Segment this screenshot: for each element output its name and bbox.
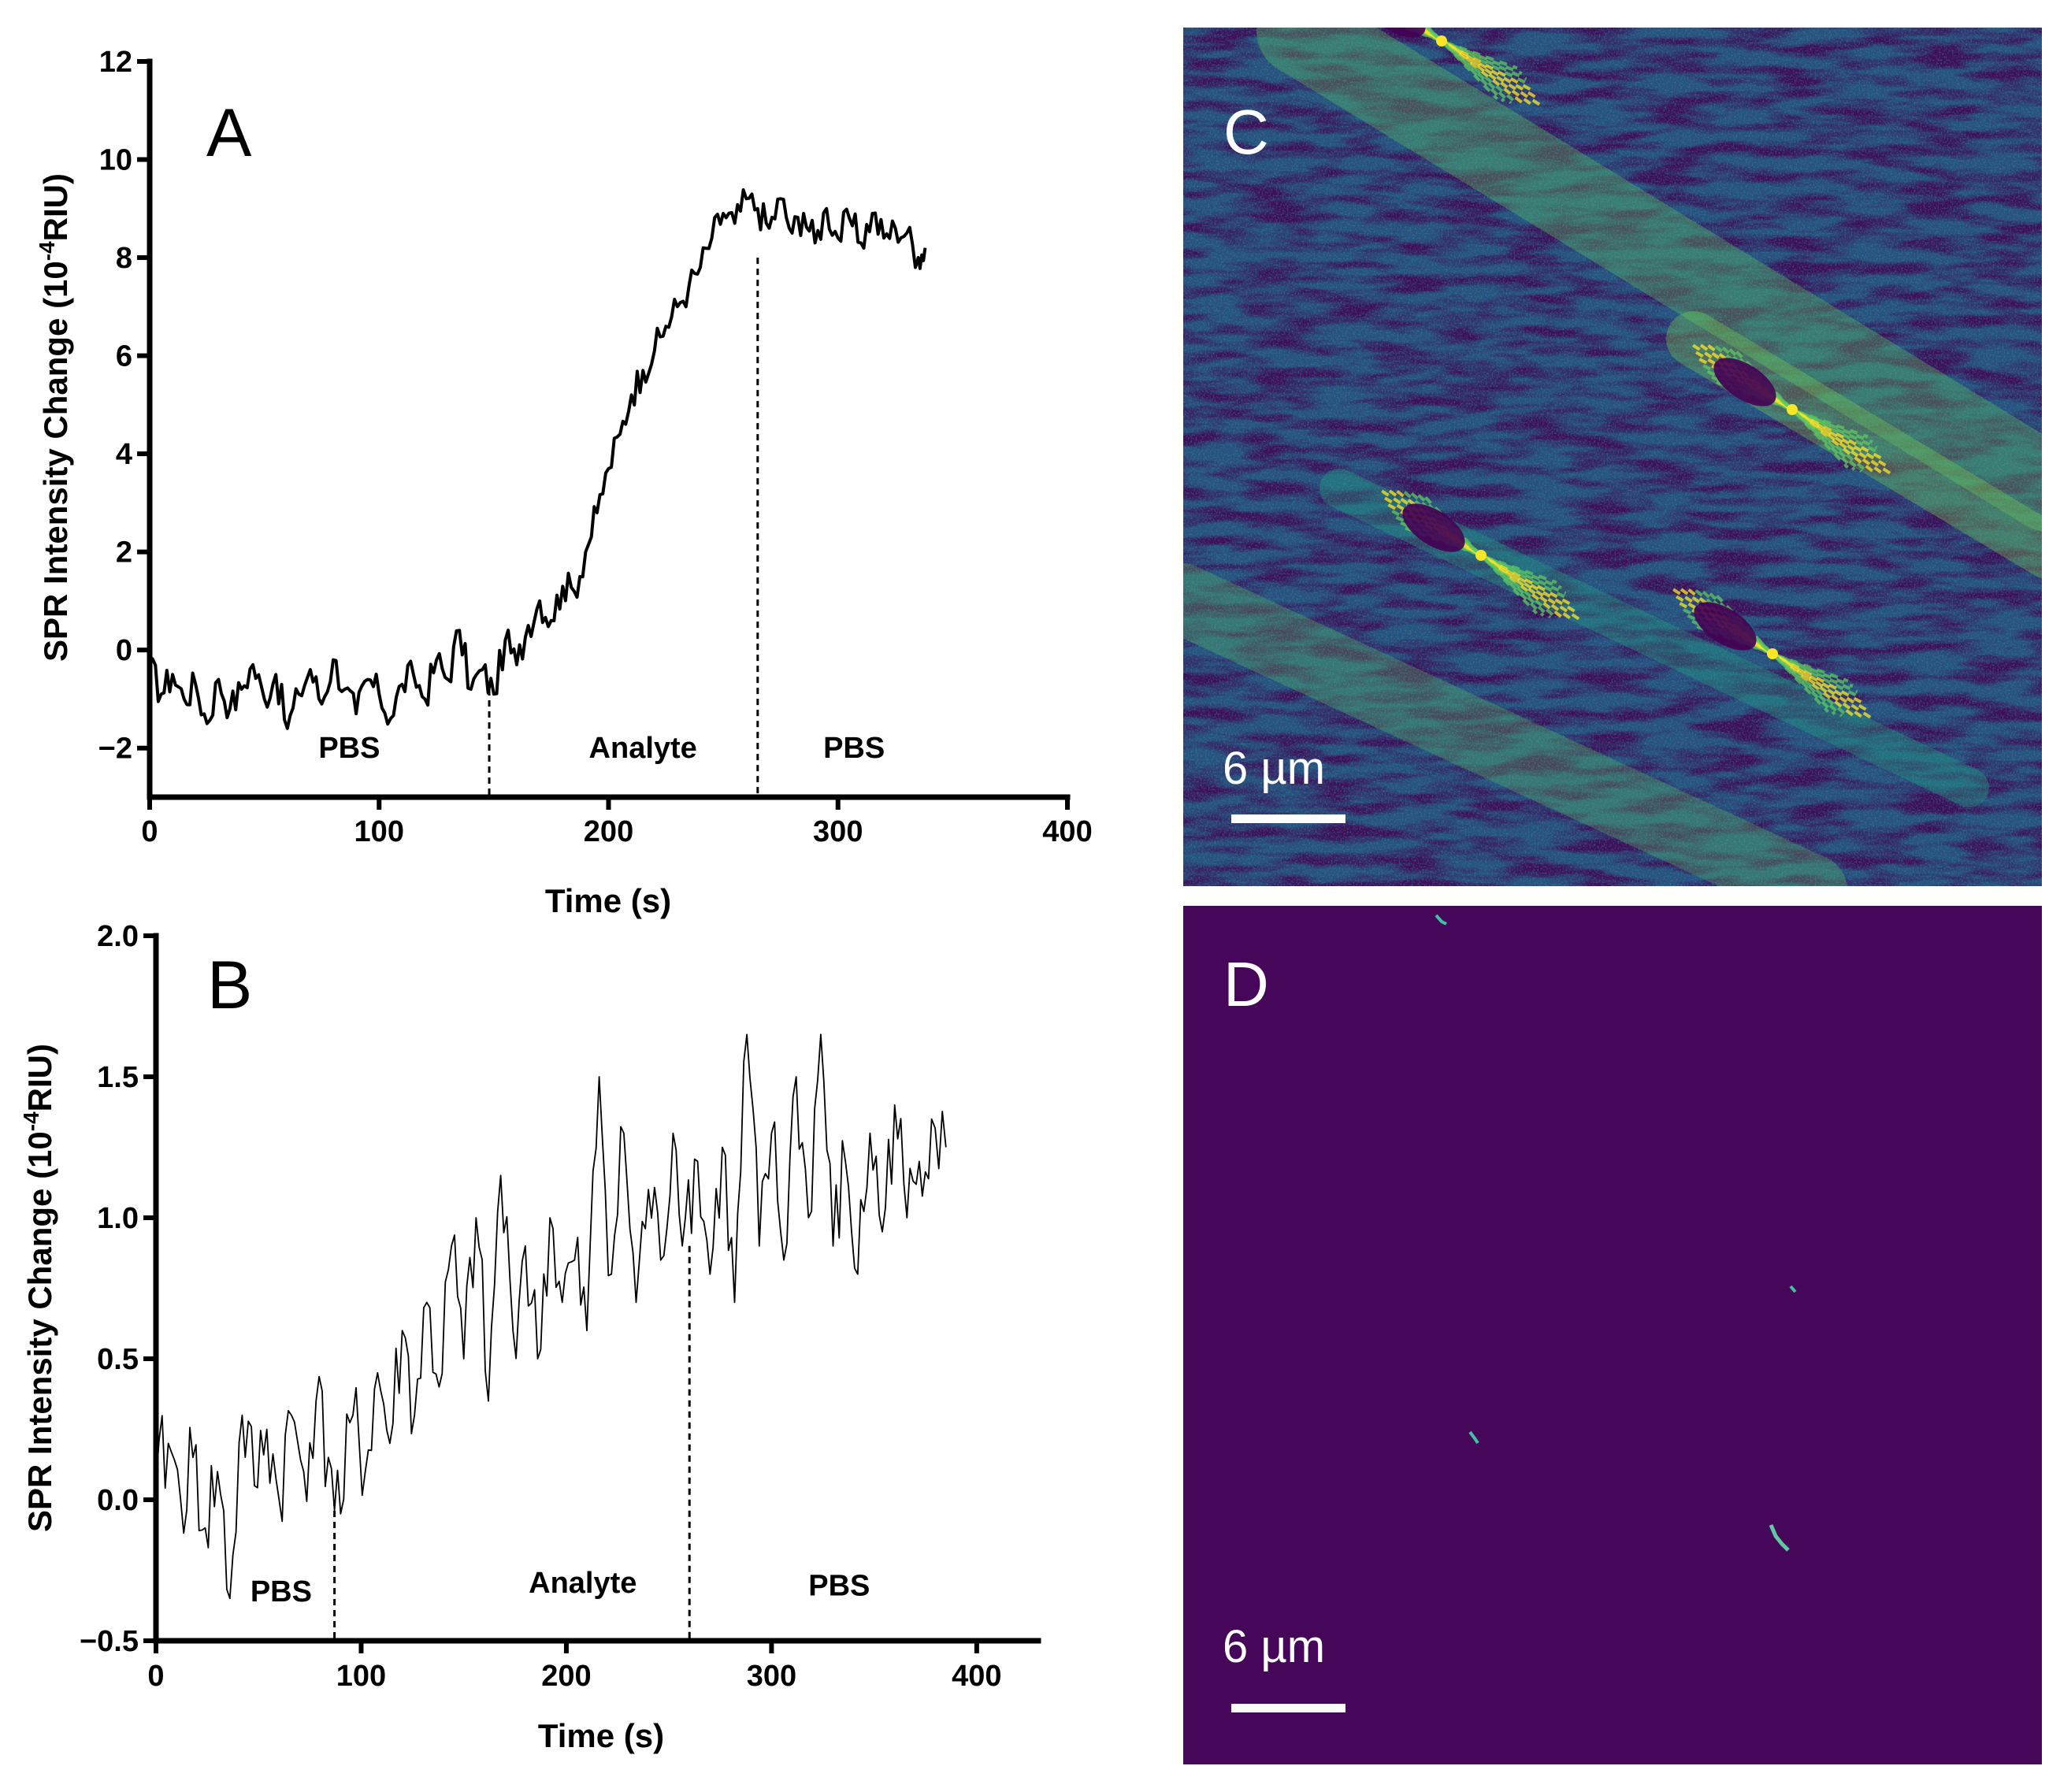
fringe-line: [1423, 495, 1539, 615]
particle-2: [1789, 1285, 1797, 1293]
panel-a-y-title: SPR Intensity Change (10-4RIU): [35, 173, 74, 662]
scattering-pattern: [1363, 28, 1542, 107]
y-tick-label: 12: [99, 46, 132, 79]
fringe-line: [1695, 351, 1889, 469]
particle-center: [1767, 648, 1778, 659]
y-tick-label: 0.5: [97, 1343, 139, 1376]
panel-b-phase-markers: [333, 1245, 691, 1641]
x-tick-label: 400: [952, 1660, 1001, 1693]
y-tick-label: 2: [116, 536, 132, 570]
particle-1: [1435, 914, 1447, 926]
fringe-line: [1420, 28, 1535, 107]
x-tick-label: 200: [584, 815, 633, 848]
phase-label: PBS: [251, 1575, 312, 1608]
fringe-line: [1399, 28, 1518, 70]
panel-c-scale-text: 6 µm: [1223, 743, 1325, 794]
fringe-line: [1716, 380, 1869, 439]
dark-lobe: [1402, 503, 1465, 552]
fringe-line: [1384, 496, 1578, 614]
scattering-pattern: [1692, 343, 1892, 476]
x-tick-label: 300: [747, 1660, 796, 1693]
phase-label: Analyte: [529, 1567, 637, 1600]
panel-b-trace: [155, 1033, 947, 1600]
fringe-line: [1699, 343, 1885, 476]
x-tick-label: 300: [813, 815, 863, 848]
x-tick-label: 100: [354, 815, 404, 848]
y-tick-label: 1.0: [97, 1202, 139, 1235]
panel-a-ticks: −2 0 2 4 6 8 10 12 0 100 200 300 400: [98, 46, 1093, 848]
panel-b-label: B: [207, 948, 252, 1023]
panel-b-x-title: Time (s): [538, 1717, 664, 1754]
fringe-line: [1388, 489, 1574, 621]
phase-label: PBS: [808, 1570, 870, 1603]
fringe-line: [1696, 625, 1849, 683]
fringe-line: [1416, 28, 1539, 100]
fringe-line: [1715, 594, 1830, 714]
panel-b: B −0.5 0.0 0.5 1.0 1.5 2.0 0 100 200 300 400 PBS An…: [19, 920, 1041, 1754]
particle-center: [1436, 35, 1447, 46]
panel-c-image: C 6 µm: [1183, 28, 2042, 886]
panel-d-background: [1183, 906, 2042, 1764]
panel-b-y-title: SPR Intensity Change (10-4RIU): [19, 1044, 58, 1532]
panel-c-label: C: [1223, 97, 1269, 167]
y-tick-label: 0.0: [97, 1484, 139, 1517]
panel-c-scattering-patterns: [1363, 28, 1892, 720]
fringe-line: [1405, 526, 1557, 584]
panel-b-phase-labels: PBS Analyte PBS: [251, 1567, 870, 1608]
x-tick-label: 400: [1042, 815, 1092, 848]
y-tick-label: 10: [99, 144, 132, 177]
y-tick-label: 8: [116, 242, 132, 275]
particle-center: [1787, 404, 1798, 415]
phase-label: PBS: [318, 732, 380, 765]
panel-a-label: A: [206, 95, 252, 171]
fringe-line: [1676, 595, 1869, 713]
particle-4: [1769, 1524, 1790, 1552]
y-tick-label: 0: [116, 634, 132, 667]
y-tick-label: 6: [116, 340, 132, 373]
fringe-line: [1426, 28, 1499, 101]
x-tick-label: 200: [541, 1660, 591, 1693]
dark-lobe: [1713, 358, 1776, 406]
phase-label: PBS: [823, 732, 885, 765]
panel-a-trace: [148, 188, 927, 730]
y-tick-label: −0.5: [80, 1625, 139, 1658]
fringe-band: [1256, 28, 2042, 531]
y-tick-label: 2.0: [97, 920, 139, 953]
y-tick-label: 4: [116, 438, 132, 471]
panel-b-ticks: −0.5 0.0 0.5 1.0 1.5 2.0 0 100 200 300 400: [80, 920, 1002, 1693]
scattering-pattern: [1381, 489, 1581, 621]
x-tick-label: 0: [147, 1660, 164, 1693]
dark-lobe: [1694, 602, 1757, 651]
panel-a-phase-markers: [488, 258, 759, 797]
panel-a-phase-labels: PBS Analyte PBS: [318, 732, 885, 765]
panel-d-scale-bar: [1231, 1704, 1345, 1712]
fringe-line: [1735, 350, 1850, 469]
panel-c-scale-bar: [1231, 814, 1345, 823]
panel-c-texture: [1183, 28, 2042, 886]
x-tick-label: 100: [336, 1660, 386, 1693]
panel-d-particles: [1435, 914, 1797, 1552]
panel-d-image: D 6 µm: [1183, 906, 2042, 1764]
x-tick-label: 0: [141, 815, 158, 848]
particle-center: [1475, 550, 1487, 561]
fringe-line: [1680, 588, 1865, 720]
y-tick-label: 1.5: [97, 1061, 139, 1094]
panel-d-scale-text: 6 µm: [1223, 1621, 1325, 1672]
particle-3: [1468, 1430, 1479, 1445]
phase-label: Analyte: [589, 732, 697, 765]
panel-a-x-title: Time (s): [545, 882, 671, 919]
fringe-band: [1183, 563, 1847, 886]
y-tick-label: −2: [98, 733, 132, 766]
panel-d-label: D: [1223, 949, 1269, 1019]
scattering-pattern: [1672, 588, 1873, 720]
